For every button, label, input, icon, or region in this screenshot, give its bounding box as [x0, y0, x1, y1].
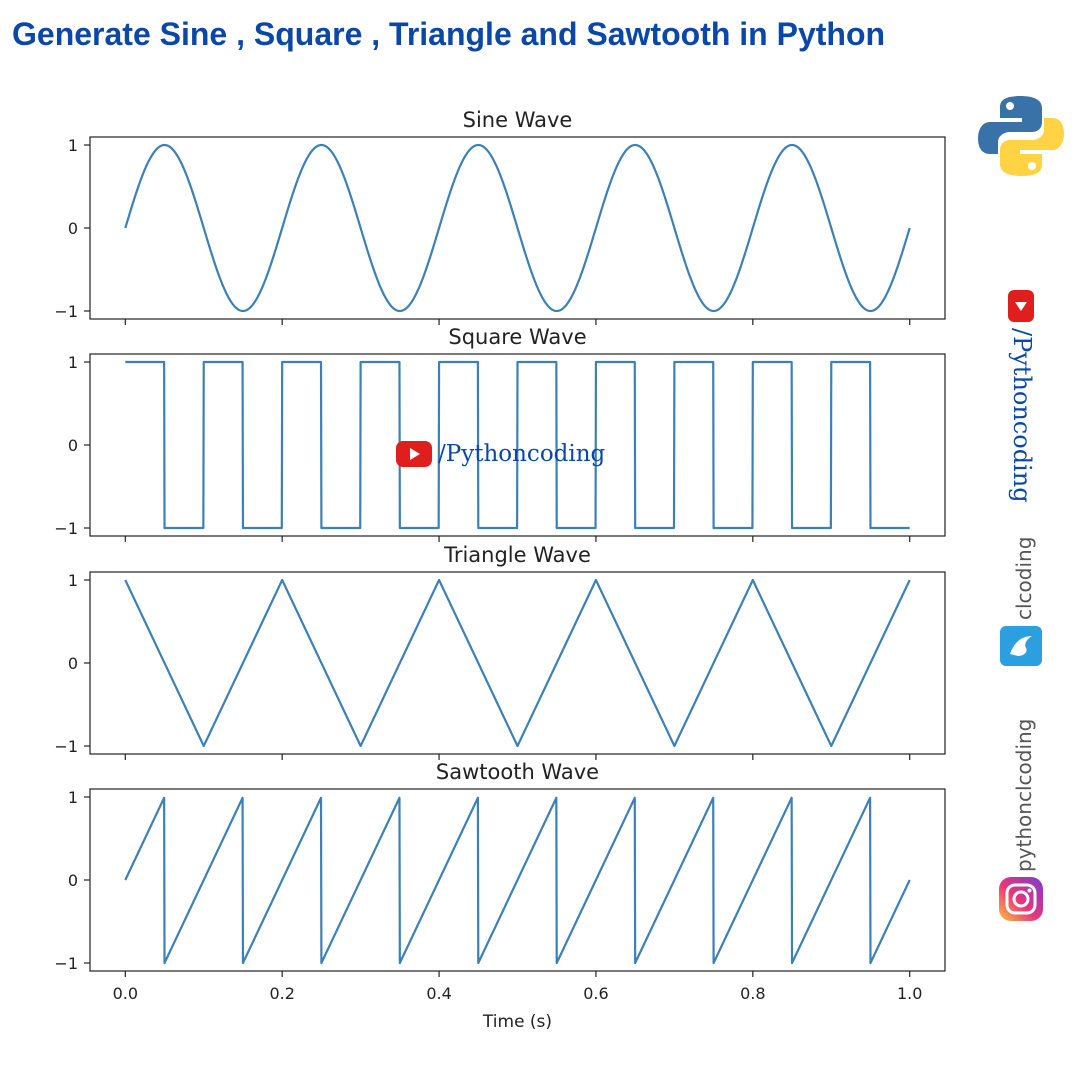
- x-tick-label: 0.8: [740, 984, 765, 1003]
- x-axis-label: Time (s): [482, 1012, 552, 1032]
- y-tick-label: 0: [68, 436, 78, 455]
- youtube-icon: [396, 441, 432, 467]
- sidebar-clcoding-handle: clcoding: [1012, 536, 1036, 620]
- series-line: [124, 578, 911, 748]
- x-tick-label: 0.2: [269, 984, 294, 1003]
- series-line: [124, 360, 911, 530]
- subplot-title: Sine Wave: [463, 108, 573, 132]
- y-tick-label: −1: [54, 302, 78, 321]
- x-tick-label: 0.4: [426, 984, 451, 1003]
- y-tick-label: 1: [68, 136, 78, 155]
- y-tick-label: −1: [54, 519, 78, 538]
- subplot-title: Square Wave: [448, 325, 586, 349]
- python-logo-icon: [978, 96, 1064, 176]
- y-tick-label: −1: [54, 737, 78, 756]
- y-tick-label: 0: [68, 871, 78, 890]
- axes-frame: [89, 571, 946, 755]
- y-tick-label: 1: [68, 788, 78, 807]
- page-title: Generate Sine , Square , Triangle and Sa…: [12, 16, 886, 52]
- y-tick-label: 1: [68, 353, 78, 372]
- series-line: [124, 796, 911, 965]
- y-tick-label: −1: [54, 954, 78, 973]
- sidebar-youtube-icon: [1008, 290, 1034, 322]
- x-tick-label: 1.0: [897, 984, 922, 1003]
- y-tick-label: 1: [68, 571, 78, 590]
- sidebar-instagram-handle: pythonclcoding: [1012, 718, 1036, 872]
- x-tick-label: 0.0: [113, 984, 138, 1003]
- subplot-title: Triangle Wave: [443, 543, 591, 567]
- clcoding-logo-icon: [1000, 626, 1042, 666]
- subplot-title: Sawtooth Wave: [436, 760, 599, 784]
- center-watermark: /Pythoncoding: [396, 436, 605, 472]
- series-line: [124, 143, 911, 313]
- watermark-handle: /Pythoncoding: [438, 441, 606, 467]
- sidebar-youtube-handle: /Pythoncoding: [1008, 328, 1036, 503]
- instagram-icon: [999, 877, 1043, 921]
- y-tick-label: 0: [68, 219, 78, 238]
- x-tick-label: 0.6: [583, 984, 608, 1003]
- y-tick-label: 0: [68, 654, 78, 673]
